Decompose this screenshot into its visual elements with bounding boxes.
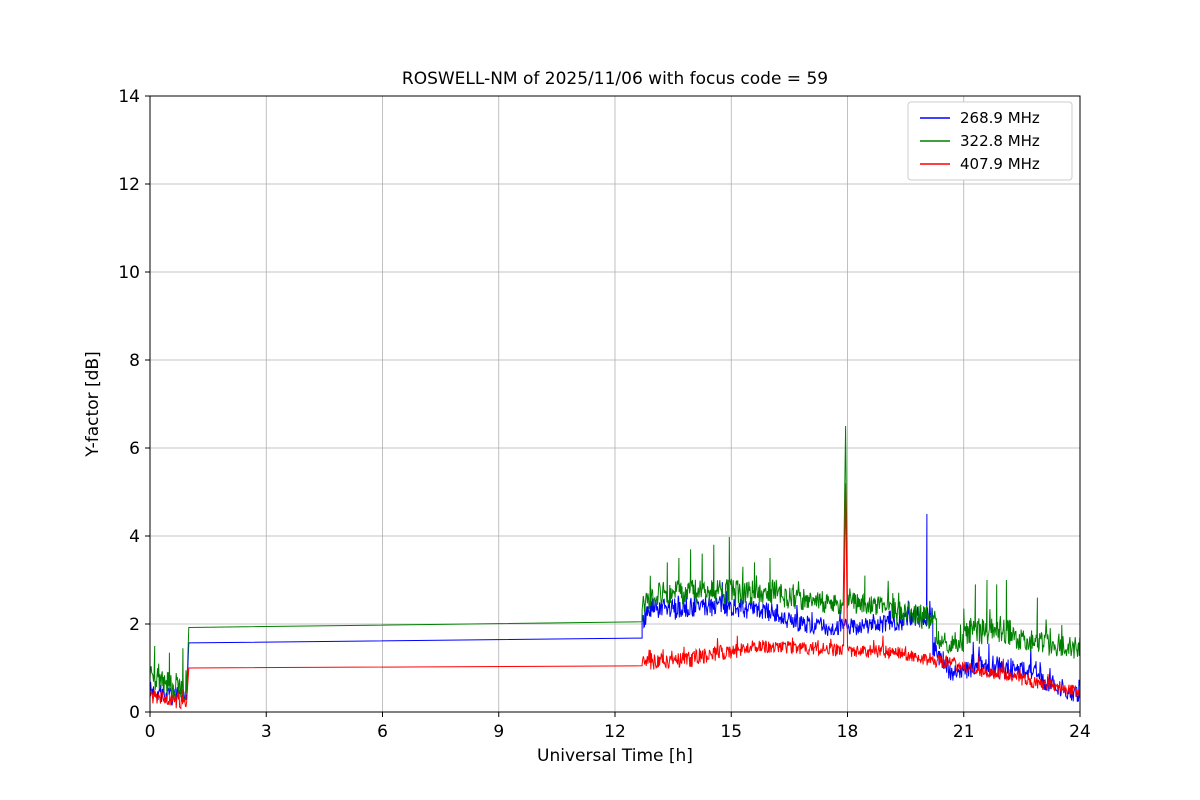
y-tick-label: 4	[129, 527, 140, 547]
y-tick-label: 8	[129, 351, 140, 371]
x-axis-label: Universal Time [h]	[537, 746, 693, 766]
y-tick-label: 2	[129, 615, 140, 635]
series-line-2	[149, 483, 1081, 710]
x-tick-label: 0	[145, 722, 156, 742]
y-tick-label: 10	[118, 263, 140, 283]
y-axis-label: Y-factor [dB]	[83, 351, 103, 457]
y-tick-label: 6	[129, 439, 140, 459]
legend-label: 407.9 MHz	[960, 155, 1040, 173]
x-tick-label: 24	[1069, 722, 1091, 742]
x-tick-label: 3	[261, 722, 272, 742]
x-tick-label: 21	[953, 722, 975, 742]
x-tick-label: 6	[377, 722, 388, 742]
legend-box	[907, 101, 1073, 181]
y-tick-label: 0	[129, 703, 140, 723]
x-tick-label: 12	[604, 722, 626, 742]
legend-label: 322.8 MHz	[960, 132, 1040, 150]
y-tick-label: 14	[118, 87, 140, 107]
y-tick-label: 12	[118, 175, 140, 195]
x-tick-label: 18	[837, 722, 859, 742]
x-tick-label: 15	[720, 722, 742, 742]
x-tick-label: 9	[493, 722, 504, 742]
series-line-1	[149, 425, 1081, 703]
chart-title: ROSWELL-NM of 2025/11/06 with focus code…	[401, 69, 829, 89]
legend-label: 268.9 MHz	[960, 109, 1040, 127]
